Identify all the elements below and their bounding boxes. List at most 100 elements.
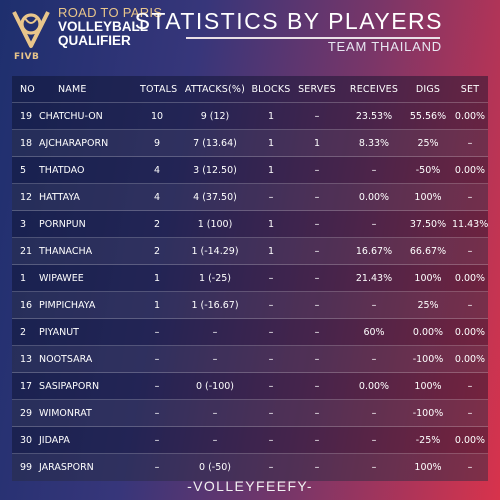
player-attacks: – — [212, 327, 218, 338]
player-name: THANACHA — [39, 246, 93, 257]
table-row: 13 NOOTSARA – – – – – -100% 0.00% — [12, 346, 488, 373]
table-row: 18 AJCHARAPORN 9 7 (13.64) 1 1 8.33% 25%… — [12, 130, 488, 157]
row-divider — [12, 345, 488, 346]
column-header-serves: SERVES — [298, 84, 336, 95]
player-blocks: – — [268, 273, 274, 284]
player-digs: 37.50% — [409, 219, 447, 230]
player-no: 2 — [20, 327, 27, 338]
row-divider — [12, 426, 488, 427]
table-row: 1 WIPAWEE 1 1 (-25) – – 21.43% 100% 0.00… — [12, 265, 488, 292]
player-attacks: 4 (37.50) — [193, 192, 237, 203]
player-digs: 55.56% — [409, 111, 447, 122]
player-totals: – — [154, 327, 160, 338]
player-name: CHATCHU-ON — [39, 111, 103, 122]
row-divider — [12, 183, 488, 184]
player-receives: – — [371, 462, 377, 473]
player-set: – — [467, 138, 473, 149]
player-attacks: 1 (-16.67) — [191, 300, 239, 311]
player-no: 29 — [20, 408, 33, 419]
column-header-blocks: BLOCKS — [251, 84, 291, 95]
logo-line-road-to-paris: ROAD TO PARIS — [58, 5, 163, 20]
player-no: 21 — [20, 246, 33, 257]
player-set: 0.00% — [454, 327, 486, 338]
player-attacks: – — [212, 354, 218, 365]
player-serves: – — [314, 273, 320, 284]
logo-line-qualifier: QUALIFIER — [58, 33, 131, 48]
player-attacks: 1 (100) — [197, 219, 233, 230]
player-attacks: 1 (-14.29) — [191, 246, 239, 257]
player-set: 11.43% — [452, 219, 489, 230]
player-no: 13 — [20, 354, 33, 365]
player-receives: 0.00% — [358, 192, 390, 203]
player-digs: 100% — [414, 273, 442, 284]
column-header-digs: DIGS — [415, 84, 441, 95]
player-totals: 4 — [153, 165, 161, 176]
player-set: – — [467, 246, 473, 257]
row-divider — [12, 399, 488, 400]
player-receives: 16.67% — [355, 246, 393, 257]
player-digs: -50% — [415, 165, 441, 176]
player-set: – — [467, 408, 473, 419]
player-set: 0.00% — [454, 273, 486, 284]
player-receives: – — [371, 354, 377, 365]
table-row: 3 PORNPUN 2 1 (100) 1 – – 37.50% 11.43% — [12, 211, 488, 238]
stats-table-panel — [12, 76, 488, 481]
player-serves: – — [314, 408, 320, 419]
player-set: – — [467, 462, 473, 473]
row-divider — [12, 237, 488, 238]
player-blocks: – — [268, 408, 274, 419]
player-name: PIMPICHAYA — [39, 300, 96, 311]
player-blocks: – — [268, 300, 274, 311]
player-blocks: 1 — [267, 111, 275, 122]
player-name: HATTAYA — [39, 192, 80, 203]
player-attacks: 0 (-50) — [199, 462, 231, 473]
player-attacks: 0 (-100) — [195, 381, 235, 392]
player-digs: -25% — [415, 435, 441, 446]
row-divider — [12, 102, 488, 103]
row-divider — [12, 210, 488, 211]
page-title: STATISTICS BY PLAYERS — [134, 8, 443, 34]
player-no: 16 — [20, 300, 33, 311]
table-row: 5 THATDAO 4 3 (12.50) 1 – – -50% 0.00% — [12, 157, 488, 184]
row-divider — [12, 129, 488, 130]
table-row: 99 JARASPORN – 0 (-50) – – – 100% – — [12, 454, 488, 481]
title-divider — [186, 37, 440, 39]
header: FIVB ROAD TO PARIS VOLLEYBALL QUALIFIER … — [0, 0, 500, 74]
player-serves: – — [314, 192, 320, 203]
player-receives: – — [371, 165, 377, 176]
row-divider — [12, 372, 488, 373]
player-receives: 8.33% — [358, 138, 390, 149]
fivb-vnl-logo-icon — [12, 11, 50, 48]
player-blocks: 1 — [267, 138, 275, 149]
player-totals: – — [154, 408, 160, 419]
player-receives: – — [371, 300, 377, 311]
player-no: 18 — [20, 138, 33, 149]
player-name: PIYANUT — [39, 327, 79, 338]
player-no: 19 — [20, 111, 33, 122]
table-row: 16 PIMPICHAYA 1 1 (-16.67) – – – 25% – — [12, 292, 488, 319]
column-header-attacks: ATTACKS(%) — [184, 84, 246, 95]
player-serves: – — [314, 462, 320, 473]
player-attacks: – — [212, 408, 218, 419]
row-divider — [12, 156, 488, 157]
player-set: – — [467, 192, 473, 203]
logo-line-volleyball: VOLLEYBALL — [58, 19, 148, 34]
player-attacks: 7 (13.64) — [193, 138, 237, 149]
column-header-name: NAME — [58, 84, 87, 95]
table-row: 12 HATTAYA 4 4 (37.50) – – 0.00% 100% – — [12, 184, 488, 211]
player-name: AJCHARAPORN — [39, 138, 109, 149]
player-set: 0.00% — [454, 165, 486, 176]
player-name: THATDAO — [39, 165, 85, 176]
player-digs: 25% — [417, 138, 439, 149]
player-no: 12 — [20, 192, 33, 203]
player-serves: 1 — [313, 138, 321, 149]
player-digs: 25% — [417, 300, 439, 311]
player-set: 0.00% — [454, 354, 486, 365]
player-totals: 10 — [150, 111, 164, 122]
player-blocks: – — [268, 462, 274, 473]
player-no: 1 — [20, 273, 27, 284]
fivb-brand: FIVB — [14, 52, 40, 62]
player-receives: 21.43% — [355, 273, 393, 284]
table-row: 21 THANACHA 2 1 (-14.29) 1 – 16.67% 66.6… — [12, 238, 488, 265]
player-receives: 23.53% — [355, 111, 393, 122]
